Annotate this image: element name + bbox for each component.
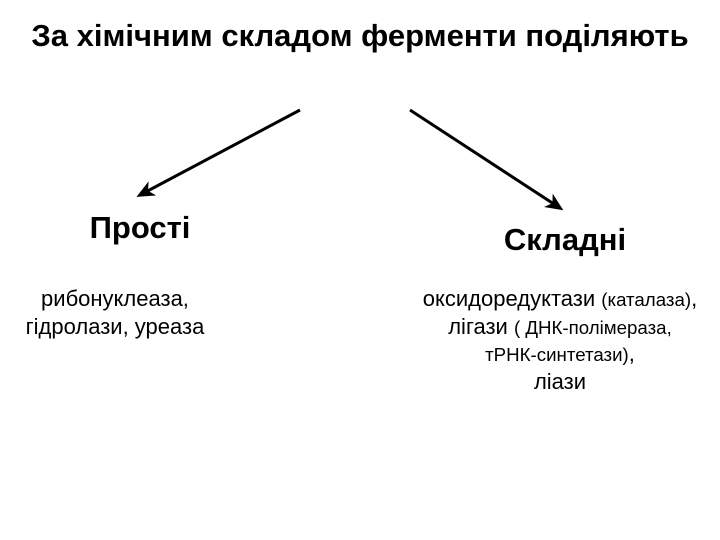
right-branch-body: оксидоредуктази (каталаза),лігази ( ДНК-… (420, 285, 700, 395)
diagram-title: За хімічним складом ферменти поділяють (0, 18, 720, 54)
left-branch-body: рибонуклеаза, гідролази, уреаза (10, 285, 220, 340)
arrow-left (140, 110, 300, 195)
diagram-stage: За хімічним складом ферменти поділяють П… (0, 0, 720, 540)
right-branch-heading: Складні (445, 222, 685, 258)
left-branch-heading: Прості (40, 210, 240, 246)
arrows-layer (0, 0, 720, 540)
arrow-right (410, 110, 560, 208)
